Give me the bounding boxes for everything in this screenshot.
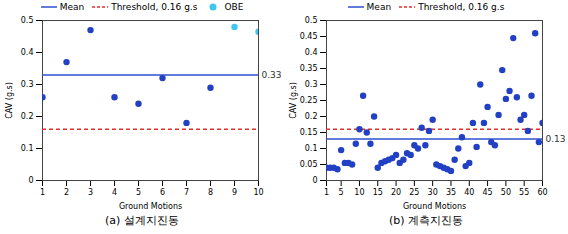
svg-text:25: 25 [409, 188, 419, 197]
svg-text:0.2: 0.2 [21, 112, 34, 121]
svg-text:50: 50 [501, 188, 511, 197]
svg-text:0.35: 0.35 [300, 64, 318, 73]
svg-text:0.1: 0.1 [305, 144, 318, 153]
svg-text:4: 4 [112, 188, 117, 197]
svg-text:0.4: 0.4 [305, 48, 318, 57]
html-text:Threshold, 0.16 g.s: Threshold, 0.16 g.s [418, 2, 505, 12]
svg-text:1: 1 [324, 188, 329, 197]
html-text:(a) 설계지진동: (a) 설계지진동 [105, 214, 179, 227]
svg-text:45: 45 [482, 188, 492, 197]
svg-text:20: 20 [391, 188, 401, 197]
html-text:(b) 계측지진동: (b) 계측지진동 [389, 214, 463, 227]
svg-text:15: 15 [373, 188, 383, 197]
svg-text:0.5: 0.5 [21, 16, 34, 25]
svg-text:8: 8 [208, 188, 213, 197]
svg-text:6: 6 [160, 188, 165, 197]
svg-text:0.3: 0.3 [21, 80, 34, 89]
svg-text:0.1: 0.1 [21, 144, 34, 153]
html-text:Mean: Mean [59, 2, 85, 12]
svg-text:1: 1 [40, 188, 45, 197]
svg-text:0.13: 0.13 [546, 134, 566, 144]
svg-text:60: 60 [537, 188, 547, 197]
html-text:Mean: Mean [366, 2, 392, 12]
svg-text:2: 2 [64, 188, 69, 197]
svg-text:0.2: 0.2 [305, 112, 318, 121]
svg-text:0.5: 0.5 [305, 16, 318, 25]
svg-text:5: 5 [339, 188, 344, 197]
svg-text:0.45: 0.45 [300, 32, 318, 41]
svg-text:0.4: 0.4 [21, 48, 34, 57]
svg-text:5: 5 [136, 188, 141, 197]
svg-text:Ground Motions: Ground Motions [403, 202, 466, 211]
svg-text:40: 40 [464, 188, 474, 197]
svg-text:0.3: 0.3 [305, 80, 318, 89]
svg-text:0: 0 [312, 176, 317, 185]
svg-text:3: 3 [88, 188, 93, 197]
svg-text:Ground Motions: Ground Motions [119, 202, 182, 211]
svg-text:CAV (g.s): CAV (g.s) [5, 82, 14, 119]
svg-text:0.15: 0.15 [300, 128, 318, 137]
html-text:Threshold, 0.16 g.s: Threshold, 0.16 g.s [111, 2, 198, 12]
svg-text:30: 30 [428, 188, 438, 197]
svg-text:10: 10 [253, 188, 263, 197]
svg-text:0: 0 [28, 176, 33, 185]
html-text:OBE: OBE [224, 2, 244, 12]
svg-text:35: 35 [446, 188, 456, 197]
svg-text:10: 10 [354, 188, 364, 197]
svg-text:7: 7 [184, 188, 189, 197]
svg-text:9: 9 [232, 188, 237, 197]
svg-text:0.25: 0.25 [300, 96, 318, 105]
svg-text:0.33: 0.33 [262, 70, 282, 80]
svg-text:0.05: 0.05 [300, 160, 318, 169]
svg-text:CAV (g.s): CAV (g.s) [289, 82, 298, 119]
svg-text:55: 55 [519, 188, 529, 197]
